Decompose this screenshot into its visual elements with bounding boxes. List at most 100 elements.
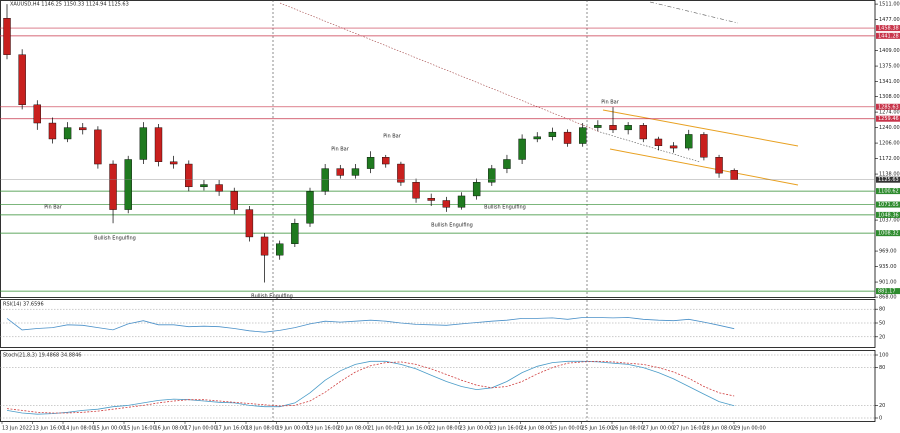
candle-body [291, 223, 299, 244]
y-tick-label: 20 [879, 334, 885, 340]
candle-body [306, 191, 314, 224]
y-tick-label: 969.00 [879, 249, 897, 255]
level-label-box [876, 211, 900, 218]
stoch-title: Stoch(21,8,3) 19.4868 34.8846 [3, 353, 81, 359]
x-tick-label: 20 Jun 08:00 [338, 426, 370, 432]
y-tick-label: 80 [879, 365, 885, 371]
drawings [279, 1, 799, 186]
candle-body [700, 134, 708, 158]
pane-frames [0, 0, 876, 422]
level-label: 1008.32 [878, 231, 899, 237]
level-label-box [876, 115, 900, 122]
candle-body [639, 125, 647, 140]
candle-body [518, 138, 526, 160]
level-label: 881.17 [878, 289, 896, 295]
candle-body [33, 104, 41, 124]
candle-body [260, 236, 269, 256]
x-tick-label: 23 Jun 00:00 [460, 426, 492, 432]
y-tick-label: 1308.00 [879, 94, 900, 100]
candle-body [215, 184, 223, 192]
level-label: 1048.36 [878, 212, 899, 218]
candle-body [48, 122, 57, 140]
level-label-box [876, 103, 900, 110]
candle-body [169, 161, 178, 165]
y-tick-label: 100 [879, 353, 889, 359]
rsi-title: RSI(14) 37.6596 [3, 302, 44, 308]
candle-body [154, 127, 163, 162]
candle-body [609, 125, 617, 131]
price-label-box [876, 176, 900, 183]
x-tick-label: 21 Jun 16:00 [399, 426, 431, 432]
candle-body [397, 163, 405, 183]
candle-body [245, 209, 254, 238]
x-tick-label: 13 Jun 2022 [2, 426, 32, 432]
x-tick-label: 17 Jun 00:00 [185, 426, 217, 432]
pattern-annotation: Bullish Engulfing [251, 294, 293, 300]
channel-line [602, 109, 799, 147]
y-tick-label: 20 [879, 403, 885, 409]
x-tick-label: 19 Jun 16:00 [307, 426, 339, 432]
level-label-box [876, 188, 900, 195]
channel-line [609, 148, 799, 186]
stoch-pane [0, 350, 876, 422]
candle-body [321, 168, 329, 192]
candle-body [442, 200, 451, 208]
main-pane [0, 0, 876, 298]
x-tick-label: 18 Jun 08:00 [246, 426, 278, 432]
x-tick-label: 25 Jun 00:00 [551, 426, 583, 432]
candle-body [63, 127, 72, 140]
y-tick-label: 1240.00 [879, 125, 900, 131]
candle-body [457, 195, 466, 208]
level-label: 1100.62 [878, 189, 899, 195]
x-tick-label: 15 Jun 00:00 [94, 426, 126, 432]
y-tick-label: 80 [879, 307, 885, 313]
x-tick-label: 29 Jun 00:00 [734, 426, 766, 432]
candle-body [124, 159, 132, 210]
x-tick-label: 17 Jun 16:00 [216, 426, 248, 432]
candle-body [624, 125, 632, 131]
candle-body [563, 131, 572, 144]
candle-body [366, 157, 375, 169]
candle-body [230, 191, 238, 210]
level-label: 1285.63 [878, 104, 899, 110]
trend-line [279, 2, 601, 133]
candle-body [139, 127, 148, 160]
candle-body [79, 127, 87, 131]
x-tick-label: 28 Jun 08:00 [704, 426, 736, 432]
pattern-annotation: Pin Bar [44, 205, 63, 211]
candle-body [472, 182, 481, 197]
candle-body [488, 168, 496, 183]
candle-body [185, 163, 193, 188]
y-tick-label: 868.00 [879, 295, 897, 301]
y-tick-label: 935.00 [879, 264, 897, 270]
y-tick-label: 1375.00 [879, 64, 900, 70]
y-tick-label: 1037.00 [879, 218, 900, 224]
y-tick-label: 1206.00 [879, 141, 900, 147]
level-label-box [876, 230, 900, 237]
x-tick-label: 27 Jun 16:00 [673, 426, 705, 432]
level-label-box [876, 25, 900, 32]
level-label-box [876, 201, 900, 208]
y-tick-label: 1409.00 [879, 48, 900, 54]
trend-line [649, 1, 739, 24]
trend-line [599, 131, 701, 163]
y-tick-label: 1511.00 [879, 2, 900, 8]
x-tick-label: 23 Jun 16:00 [490, 426, 522, 432]
pattern-annotation: Bullish Engulfing [94, 236, 136, 242]
x-tick-label: 25 Jun 16:00 [582, 426, 614, 432]
candle-body [715, 157, 723, 174]
candle-body [3, 18, 11, 55]
pattern-annotation: Pin Bar [601, 100, 620, 106]
candle-body [200, 184, 208, 188]
x-tick-label: 14 Jun 08:00 [63, 426, 95, 432]
candle-body [548, 131, 557, 137]
candle-body [654, 138, 663, 147]
x-tick-label: 16 Jun 08:00 [155, 426, 187, 432]
candle-body [351, 168, 360, 176]
level-label: 1071.05 [878, 202, 899, 208]
x-tick-label: 21 Jun 00:00 [368, 426, 400, 432]
y-tick-label: 1172.00 [879, 156, 900, 162]
candle-body [382, 157, 390, 165]
candle-body [730, 170, 738, 180]
